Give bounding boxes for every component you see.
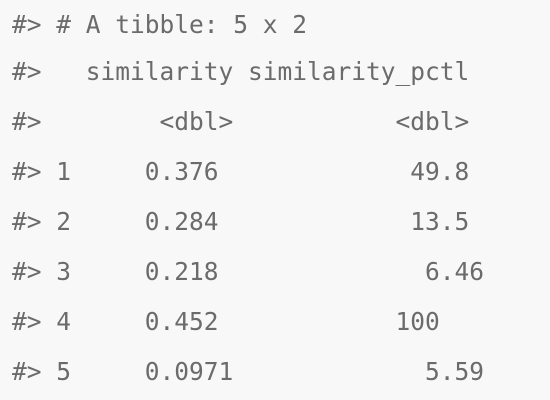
column-types-line: #> <dbl> <dbl> [12, 97, 469, 147]
table-row-text: #> 2 0.284 13.5 [12, 207, 485, 236]
tibble-header-text: #> # A tibble: 5 x 2 [12, 10, 308, 39]
table-row: #> 4 0.452 100 [12, 297, 484, 347]
table-row-text: #> 5 0.0971 5.59 [12, 357, 485, 386]
table-row: #> 2 0.284 13.5 [12, 197, 484, 247]
tibble-header-line: #> # A tibble: 5 x 2 [12, 0, 307, 50]
column-names-text: #> similarity similarity_pctl [12, 57, 470, 86]
table-row: #> 3 0.218 6.46 [12, 247, 484, 297]
table-row-text: #> 1 0.376 49.8 [12, 157, 485, 186]
table-row-text: #> 4 0.452 100 [12, 307, 485, 336]
table-row: #> 1 0.376 49.8 [12, 147, 484, 197]
table-row: #> 5 0.0971 5.59 [12, 347, 484, 397]
table-row-text: #> 3 0.218 6.46 [12, 257, 485, 286]
column-types-text: #> <dbl> <dbl> [12, 107, 470, 136]
r-console-output: #> # A tibble: 5 x 2 #> similarity simil… [12, 0, 550, 400]
column-names-line: #> similarity similarity_pctl [12, 47, 469, 97]
